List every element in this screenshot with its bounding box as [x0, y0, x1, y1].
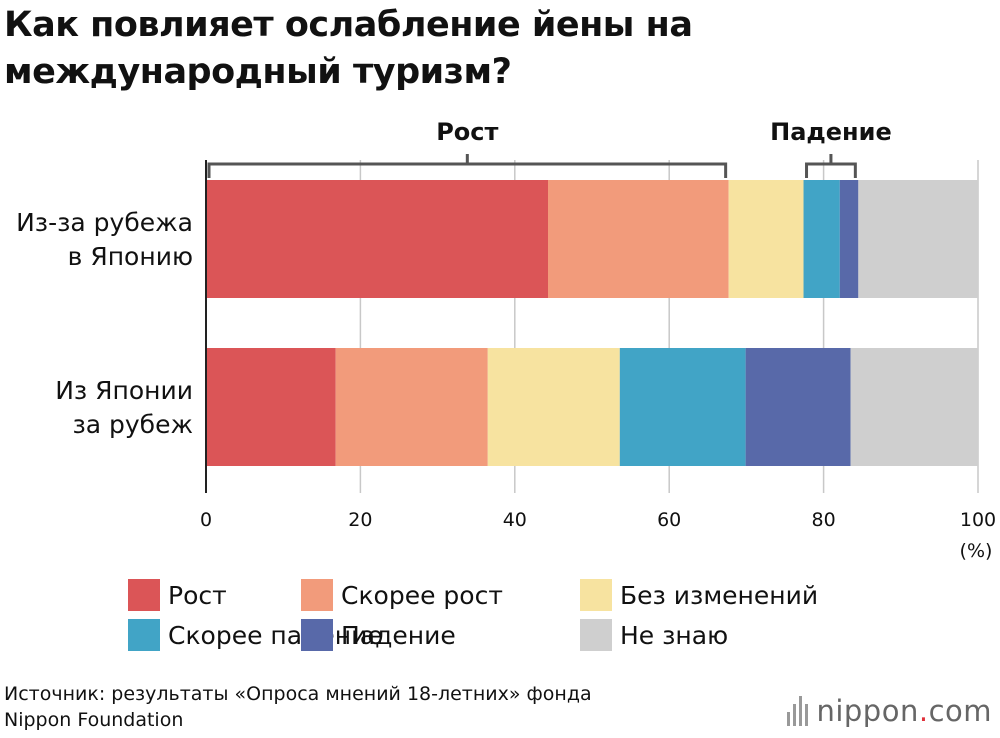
bracket-2	[805, 154, 857, 178]
source-line-2: Nippon Foundation	[4, 709, 184, 731]
legend-item: Падение	[301, 618, 456, 652]
bar-1-Скорее падение	[803, 180, 840, 298]
bar-1-Без изменений	[728, 180, 804, 298]
logo-dot: .	[918, 694, 929, 728]
tick-label-40: 40	[503, 509, 527, 531]
legend-label: Скорее рост	[341, 580, 503, 610]
chart-title-line-2: международный туризм?	[4, 52, 512, 92]
chart-title: Как повлияет ослабление йены на междунар…	[4, 2, 994, 96]
legend-swatch	[128, 579, 160, 611]
logo-suffix: com	[928, 694, 992, 728]
source-line-1: Источник: результаты «Опроса мнений 18-л…	[4, 683, 592, 705]
legend-item: Без изменений	[580, 578, 818, 612]
tick-label-60: 60	[657, 509, 681, 531]
bar-2-Рост	[206, 348, 336, 466]
legend-item: Рост	[128, 578, 227, 612]
bar-1-Скорее рост	[547, 180, 729, 298]
logo-bars-icon	[787, 696, 809, 726]
tick-label-80: 80	[812, 509, 836, 531]
legend-swatch	[580, 579, 612, 611]
x-unit-label: (%)	[960, 540, 993, 562]
legend-swatch	[301, 619, 333, 651]
bracket-label-1: Рост	[436, 118, 498, 146]
nippon-logo: nippon. com	[787, 694, 992, 728]
legend-swatch	[128, 619, 160, 651]
stacked-bar-chart: Из-за рубежа в Японию Из Японии за рубеж 0 20…	[16, 118, 996, 562]
bar-2-Скорее рост	[335, 348, 488, 466]
legend-label: Без изменений	[620, 580, 819, 610]
bracket-1	[207, 154, 728, 178]
bar-2-Не знаю	[850, 348, 978, 466]
legend-item: Скорее падение	[128, 618, 383, 652]
bar-2-Скорее падение	[619, 348, 746, 466]
legend-swatch	[301, 579, 333, 611]
category-label-1: Из-за рубежа в Японию	[16, 208, 193, 271]
tick-label-0: 0	[200, 509, 212, 531]
legend-label: Рост	[168, 580, 227, 610]
category-label-2: Из Японии за рубеж	[55, 376, 193, 439]
chart-title-line-1: Как повлияет ослабление йены на	[4, 5, 693, 45]
logo-text: nippon	[816, 694, 919, 728]
bar-2-Без изменений	[487, 348, 620, 466]
bar-1-Не знаю	[858, 180, 978, 298]
legend-label: Скорее падение	[168, 620, 383, 650]
tick-label-20: 20	[348, 509, 372, 531]
legend-item: Скорее рост	[301, 578, 503, 612]
tick-label-100: 100	[960, 509, 996, 531]
source-note: Источник: результаты «Опроса мнений 18-л…	[4, 681, 592, 733]
bar-2-Падение	[745, 348, 851, 466]
legend-label: Не знаю	[620, 620, 729, 650]
legend-swatch	[580, 619, 612, 651]
bar-1-Рост	[206, 180, 548, 298]
bar-1-Падение	[839, 180, 859, 298]
legend-item: Не знаю	[580, 618, 728, 652]
legend-label: Падение	[341, 620, 456, 650]
bracket-label-2: Падение	[770, 118, 892, 146]
